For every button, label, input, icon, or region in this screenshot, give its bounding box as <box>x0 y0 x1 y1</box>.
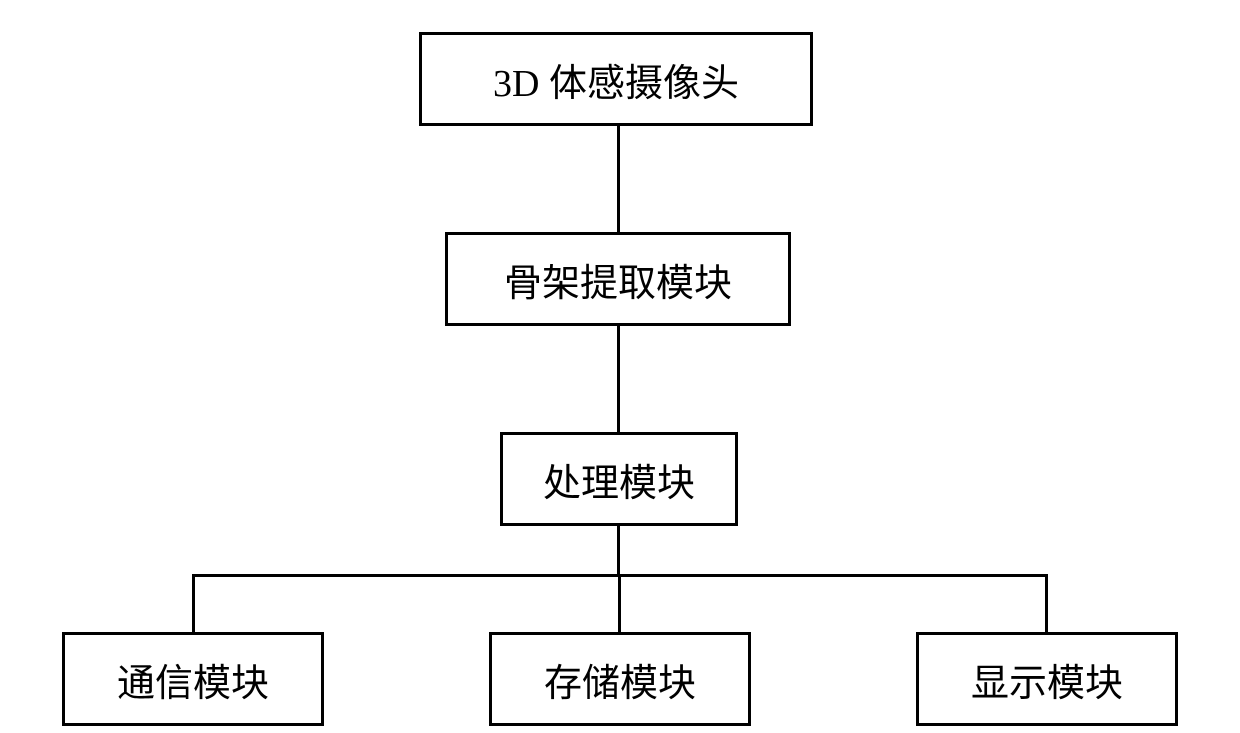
connector-v1 <box>617 126 620 232</box>
connector-v2 <box>617 326 620 432</box>
node-processing-label: 处理模块 <box>543 452 695 507</box>
node-processing: 处理模块 <box>500 432 738 526</box>
node-camera: 3D 体感摄像头 <box>419 32 813 126</box>
node-communication: 通信模块 <box>62 632 324 726</box>
node-skeleton: 骨架提取模块 <box>445 232 791 326</box>
node-display: 显示模块 <box>916 632 1178 726</box>
node-storage-label: 存储模块 <box>544 652 696 707</box>
node-skeleton-label: 骨架提取模块 <box>504 252 732 307</box>
node-communication-label: 通信模块 <box>117 652 269 707</box>
connector-v6 <box>1045 574 1048 632</box>
node-display-label: 显示模块 <box>971 652 1123 707</box>
connector-v3 <box>617 526 620 576</box>
connector-v4 <box>192 574 195 632</box>
node-storage: 存储模块 <box>489 632 751 726</box>
connector-v5 <box>618 574 621 632</box>
node-camera-label: 3D 体感摄像头 <box>493 52 739 107</box>
